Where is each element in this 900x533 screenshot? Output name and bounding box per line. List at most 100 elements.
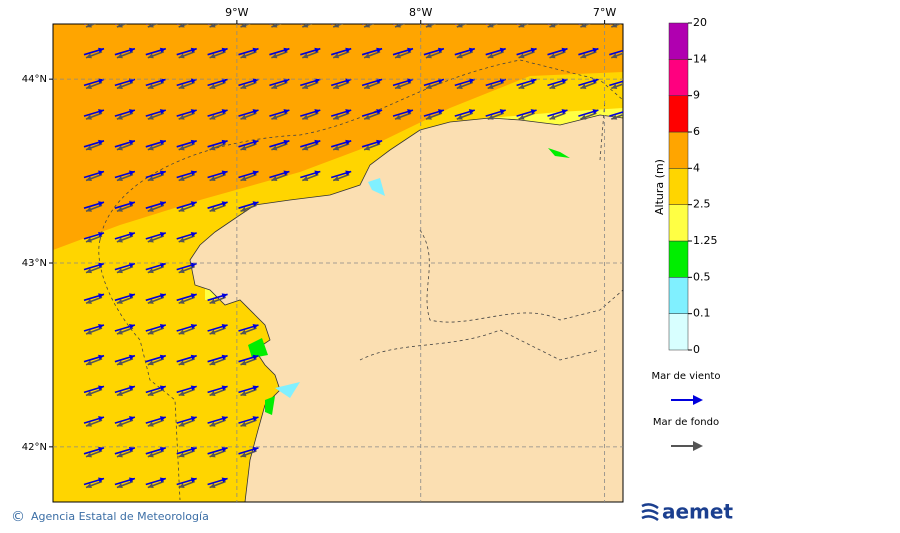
swell-arrow-head — [147, 483, 154, 489]
wind-arrow-head — [98, 201, 104, 207]
swell-arrow-head — [518, 53, 525, 59]
swell-arrow-head — [302, 53, 309, 59]
wind-arrow-head — [190, 324, 197, 330]
swell-arrow-head — [611, 24, 618, 28]
swell-arrow-head — [178, 452, 185, 458]
wind-arrow — [176, 24, 180, 25]
wind-arrow-head — [221, 416, 228, 422]
colorbar-box — [668, 168, 689, 205]
wind-arrow-head — [190, 293, 197, 299]
swell-arrow-head — [178, 176, 185, 182]
wind-arrow-head — [159, 324, 166, 330]
wind-arrow-head — [437, 78, 444, 84]
wind-arrow-head — [530, 78, 537, 84]
swell-arrow-head — [116, 145, 123, 151]
swell-arrow-head — [209, 84, 216, 89]
wind-arrow-head — [252, 109, 259, 115]
wind-arrow — [609, 80, 623, 87]
estuary — [275, 382, 300, 398]
swell-arrow-head — [86, 24, 92, 28]
wind-arrow-head — [190, 170, 197, 176]
swell-arrow-head — [549, 53, 556, 59]
wind-arrow-head — [531, 17, 537, 22]
logo: aemet — [641, 500, 733, 524]
swell-arrow-head — [147, 360, 154, 366]
wind-arrow-head — [128, 78, 135, 84]
swell-arrow-head — [147, 421, 154, 427]
wind-arrow-head — [98, 170, 104, 176]
swell-arrow-head — [549, 114, 556, 120]
wind-arrow — [331, 24, 334, 25]
wind-arrow-head — [437, 109, 444, 115]
swell-arrow-head — [178, 53, 185, 59]
wind-arrow-head — [283, 47, 290, 53]
wind-arrow-head — [221, 293, 228, 299]
wind-arrow-head — [252, 47, 259, 53]
swell-arrow-head — [147, 24, 154, 28]
wind-arrow-head — [128, 109, 135, 115]
wind-arrow-head — [592, 47, 599, 53]
wind-arrow — [84, 24, 87, 25]
wind-arrow-head — [437, 47, 444, 53]
estuary — [548, 148, 570, 158]
swell-arrow-head — [86, 483, 92, 489]
swell-arrow-head — [86, 114, 92, 120]
wind-arrow-head — [128, 170, 135, 176]
wind-arrow-head — [128, 293, 135, 299]
swell-arrow-head — [611, 84, 618, 89]
swell-arrow-head — [116, 176, 123, 182]
swell-arrow-head — [240, 84, 247, 89]
swell-arrow-head — [209, 53, 216, 59]
wind-arrow-head — [98, 47, 104, 53]
wind-arrow-head — [98, 17, 104, 22]
swell-arrow-head — [116, 483, 123, 489]
wind-arrow-head — [376, 78, 383, 84]
swell-arrow-head — [209, 360, 216, 366]
swell-arrow-head — [487, 53, 494, 59]
wind-arrow-head — [190, 231, 197, 237]
wind-arrow-head — [252, 324, 259, 330]
swell-arrow-head — [425, 24, 432, 28]
swell-arrow-head — [86, 237, 92, 243]
wind-arrow-head — [190, 78, 197, 84]
swell-arrow-head — [364, 145, 371, 151]
swell-arrow-head — [86, 391, 92, 396]
swell-arrow-head — [487, 84, 494, 89]
swell-arrow-head — [178, 114, 185, 120]
wind-arrow-head — [376, 139, 383, 145]
swell-arrow-head — [116, 53, 123, 59]
wind-arrow-head — [623, 78, 629, 83]
swell-arrow-head — [209, 206, 216, 212]
swell-arrow-head — [116, 206, 123, 212]
estuary — [368, 178, 385, 196]
swell-arrow-head — [147, 237, 154, 243]
swell-arrow-head — [147, 206, 154, 212]
wind-arrow-head — [252, 139, 259, 145]
swell-arrow-head — [178, 206, 185, 212]
swell-arrow-head — [178, 483, 185, 489]
legend-label: Mar de viento — [652, 371, 721, 382]
swell-arrow-head — [271, 176, 278, 182]
swell-arrow-head — [147, 268, 154, 274]
wind-arrow-head — [221, 47, 228, 53]
swell-arrow-head — [116, 84, 123, 89]
wind-arrow-head — [530, 47, 537, 53]
wind-arrow-head — [159, 201, 166, 207]
wind-arrow-head — [314, 139, 321, 145]
wind-arrow-head — [623, 48, 629, 53]
colorbar-label: 0.1 — [693, 307, 711, 320]
wind-arrow-head — [252, 201, 259, 207]
wind-arrow-head — [159, 293, 166, 299]
wind-arrow-head — [407, 47, 413, 53]
wind-arrow-head — [283, 139, 290, 145]
swell-arrow-head — [240, 206, 247, 212]
estuary — [248, 338, 268, 358]
swell-arrow-head — [395, 53, 401, 59]
swell-arrow-head — [86, 298, 92, 304]
wind-arrow-head — [562, 17, 568, 22]
swell-arrow-head — [86, 268, 92, 274]
wind-arrow — [547, 24, 551, 25]
swell-arrow-head — [116, 268, 123, 274]
wind-arrow-head — [252, 385, 259, 391]
wind-arrow-head — [499, 47, 506, 53]
